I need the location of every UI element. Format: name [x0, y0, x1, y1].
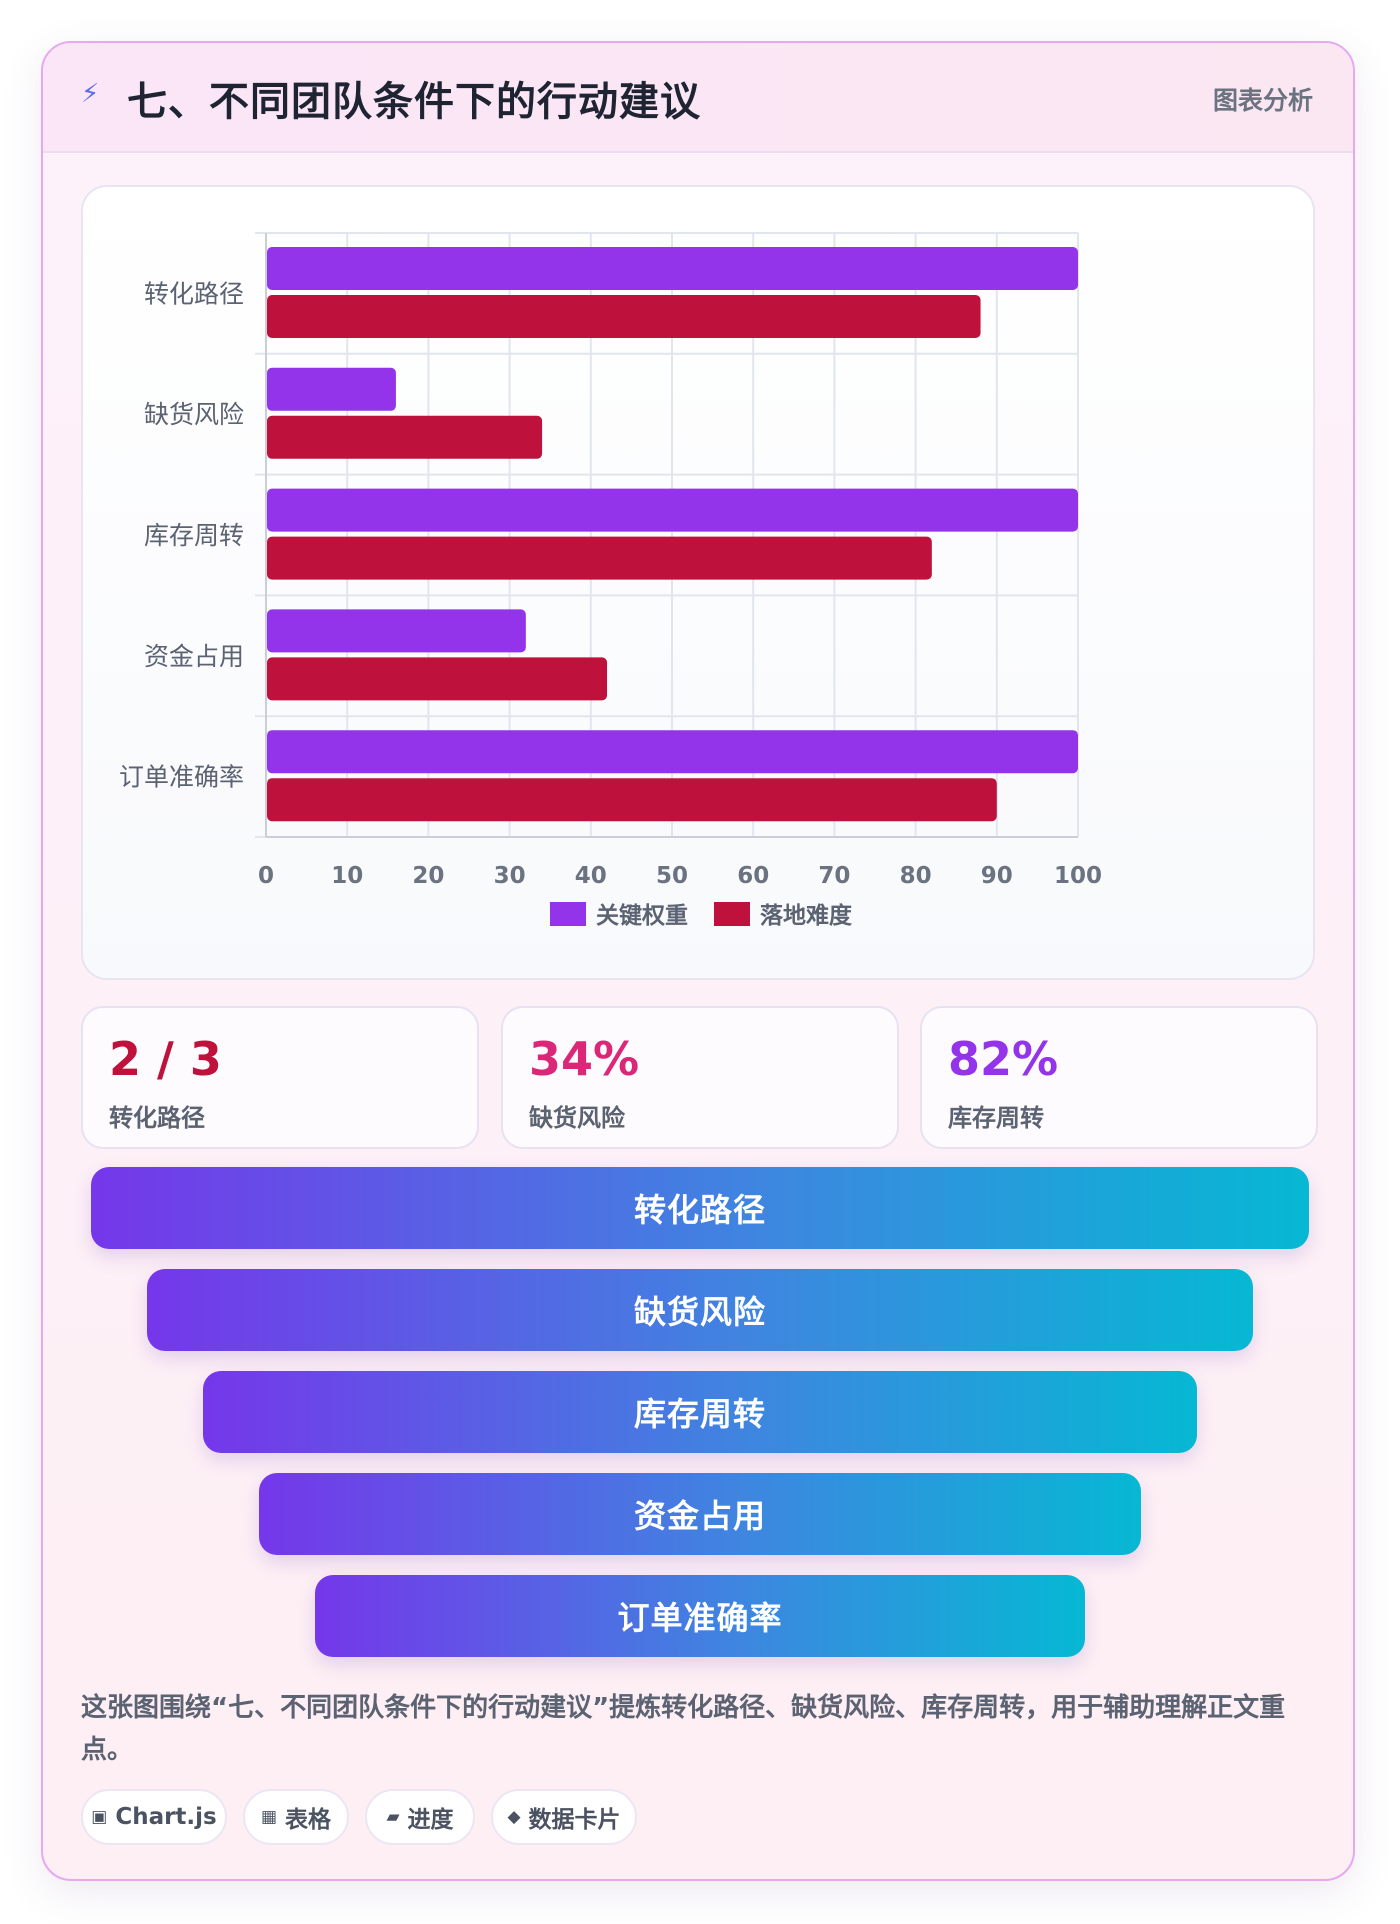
chart-card: ⚡ 七、不同团队条件下的行动建议 图表分析 转化路径 缺货风险 库存周转 资金占用 订单… — [41, 41, 1355, 1881]
kpi-value: 2 / 3 — [109, 1032, 222, 1086]
progress-icon: ▰ — [386, 1807, 400, 1827]
kpi-card-1: 2 / 3 转化路径 — [81, 1006, 479, 1149]
lightning-icon: ⚡ — [81, 79, 100, 109]
chip-data-card[interactable]: ◆ 数据卡片 — [491, 1789, 637, 1845]
funnel-step-2: 缺货风险 — [147, 1269, 1253, 1351]
funnel-step-1: 转化路径 — [91, 1167, 1309, 1249]
x-tick-label: 30 — [494, 863, 526, 889]
kpi-card-2: 34% 缺货风险 — [501, 1006, 899, 1149]
legend-label: 落地难度 — [760, 902, 853, 929]
x-tick-label: 60 — [737, 863, 769, 889]
legend-swatch — [550, 902, 586, 926]
x-tick-label: 80 — [900, 863, 932, 889]
funnel-step-3: 库存周转 — [203, 1371, 1197, 1453]
chip-label: 表格 — [285, 1807, 332, 1833]
x-tick-label: 0 — [258, 863, 274, 889]
bar — [267, 657, 608, 701]
x-tick-label: 70 — [818, 863, 850, 889]
chart-analysis-tag: 图表分析 — [1212, 86, 1313, 115]
x-tick-label: 20 — [412, 863, 444, 889]
kpi-value: 34% — [529, 1032, 640, 1086]
chip-table[interactable]: ▦ 表格 — [243, 1789, 349, 1845]
bar — [267, 295, 981, 338]
chart-caption: 这张图围绕“七、不同团队条件下的行动建议”提炼转化路径、缺货风险、库存周转，用于… — [81, 1693, 1286, 1765]
diamond-icon: ◆ — [507, 1807, 521, 1827]
chart-icon: ▣ — [91, 1807, 108, 1827]
kpi-card-3: 82% 库存周转 — [920, 1006, 1318, 1149]
x-tick-label: 90 — [981, 863, 1013, 889]
bar — [267, 367, 396, 411]
funnel-step-5: 订单准确率 — [315, 1575, 1085, 1657]
bar — [267, 415, 543, 459]
kpi-label: 转化路径 — [109, 1104, 205, 1132]
kpi-label: 库存周转 — [948, 1104, 1044, 1132]
funnel-step-4: 资金占用 — [259, 1473, 1141, 1555]
chart-panel: 转化路径缺货风险库存周转资金占用订单准确率 0 10 20 30 40 50 60 70 80 90… — [81, 185, 1315, 980]
x-tick-label: 40 — [575, 863, 607, 889]
kpi-label: 缺货风险 — [529, 1104, 625, 1132]
bar — [267, 730, 1078, 774]
bar — [267, 609, 526, 653]
card-header: ⚡ 七、不同团队条件下的行动建议 图表分析 — [43, 43, 1353, 153]
chip-label: Chart.js — [115, 1804, 217, 1830]
x-tick-label: 100 — [1054, 863, 1102, 889]
bar — [267, 778, 997, 822]
y-tick-label: 转化路径 — [144, 279, 244, 308]
x-tick-label: 50 — [656, 863, 688, 889]
y-tick-label: 订单准确率 — [119, 763, 244, 792]
legend-label: 关键权重 — [596, 902, 688, 929]
table-icon: ▦ — [260, 1807, 278, 1827]
bar — [267, 488, 1078, 532]
chip-progress[interactable]: ▰ 进度 — [365, 1789, 475, 1845]
legend-swatch — [714, 902, 750, 926]
kpi-value: 82% — [948, 1032, 1059, 1086]
chip-chartjs[interactable]: ▣ Chart.js — [81, 1789, 227, 1845]
page-title: 七、不同团队条件下的行动建议 — [127, 79, 701, 125]
y-tick-label: 资金占用 — [144, 642, 244, 671]
chip-label: 进度 — [407, 1807, 454, 1833]
y-tick-label: 缺货风险 — [144, 400, 244, 429]
chip-label: 数据卡片 — [528, 1807, 621, 1833]
x-tick-label: 10 — [331, 863, 363, 889]
y-tick-label: 库存周转 — [144, 521, 244, 550]
bar — [267, 247, 1078, 290]
bar — [267, 536, 932, 580]
